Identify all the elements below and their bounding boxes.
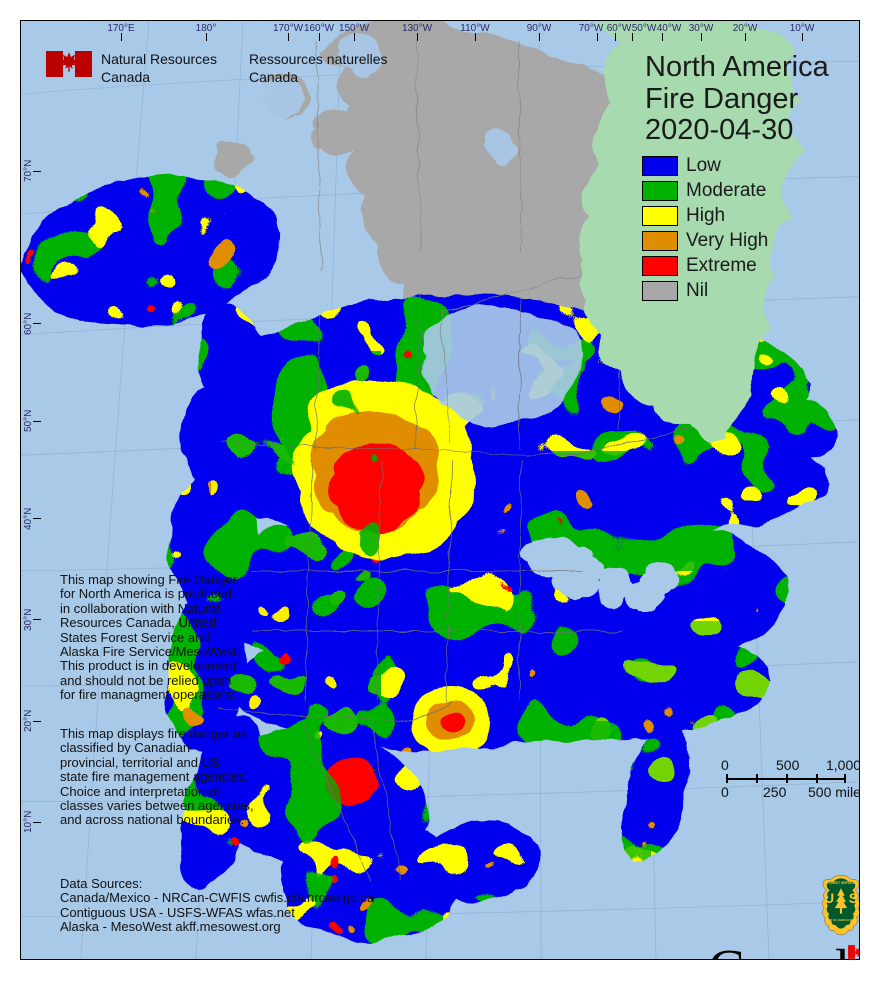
svg-text:FOREST SERVICE: FOREST SERVICE bbox=[827, 881, 856, 885]
svg-text:U: U bbox=[824, 891, 834, 906]
svg-text:DEPT OF AGRICULTURE: DEPT OF AGRICULTURE bbox=[825, 918, 857, 922]
svg-text:S: S bbox=[849, 891, 858, 906]
